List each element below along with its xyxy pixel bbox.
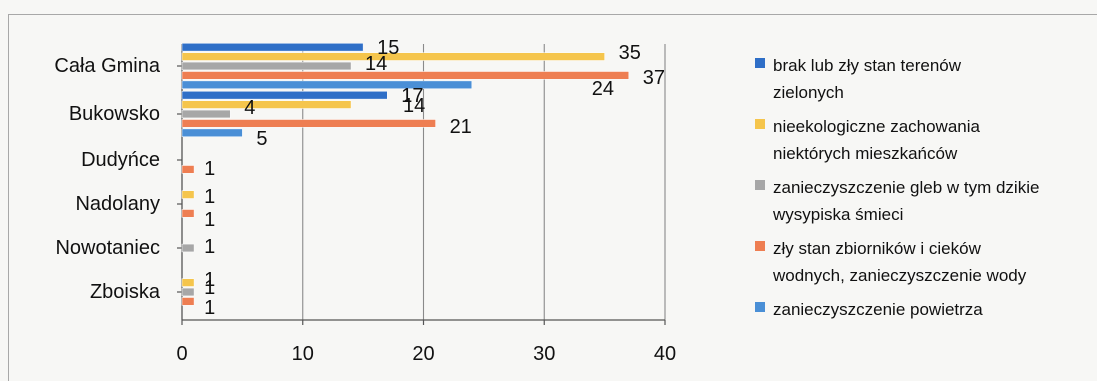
x-tick-label: 20 bbox=[412, 343, 435, 365]
data-label: 1 bbox=[204, 208, 216, 231]
bar bbox=[181, 165, 195, 174]
data-label: 1 bbox=[204, 268, 216, 291]
legend-label: zanieczyszczenie powietrza bbox=[773, 296, 983, 323]
legend-label-line: zanieczyszczenie powietrza bbox=[773, 300, 983, 319]
legend-label-line: zły stan zbiorników i cieków bbox=[773, 239, 981, 258]
legend-item: brak lub zły stan terenów zielonych bbox=[755, 52, 1085, 106]
legend-item: zły stan zbiorników i cieków wodnych, zan… bbox=[755, 235, 1085, 289]
category-label: Nowotaniec bbox=[55, 237, 160, 259]
x-tick-label: 10 bbox=[291, 343, 314, 365]
legend-swatch bbox=[755, 119, 765, 129]
bar bbox=[181, 243, 195, 253]
bar bbox=[181, 190, 195, 199]
data-label: 14 bbox=[403, 94, 426, 117]
category-label: Cała Gmina bbox=[54, 55, 160, 77]
data-label: 15 bbox=[377, 37, 400, 60]
bar bbox=[181, 128, 243, 137]
legend-label-line: niektórych mieszkańców bbox=[773, 144, 958, 163]
data-label: 1 bbox=[204, 277, 216, 300]
legend-label-line: zanieczyszczenie gleb w tym dzikie bbox=[773, 178, 1040, 197]
legend-label: zanieczyszczenie gleb w tym dzikie wysypi… bbox=[773, 174, 1039, 228]
legend-swatch bbox=[755, 180, 765, 190]
legend-label-line: wodnych, zanieczyszczenie wody bbox=[773, 266, 1027, 285]
bar bbox=[181, 61, 352, 71]
legend-item: zanieczyszczenie gleb w tym dzikie wysypi… bbox=[755, 174, 1085, 228]
bar bbox=[181, 43, 364, 52]
data-label: 14 bbox=[365, 53, 388, 76]
bar bbox=[181, 71, 630, 80]
legend-label-line: wysypiska śmieci bbox=[773, 205, 904, 224]
legend-item: zanieczyszczenie powietrza bbox=[755, 296, 1085, 323]
legend-item: nieekologiczne zachowania niektórych mies… bbox=[755, 113, 1085, 167]
data-label: 24 bbox=[591, 77, 615, 100]
x-tick-label: 40 bbox=[653, 343, 677, 365]
category-label: Nadolany bbox=[75, 193, 160, 215]
data-label: 37 bbox=[642, 66, 666, 89]
legend-label: brak lub zły stan terenów zielonych bbox=[773, 52, 961, 106]
data-label: 4 bbox=[244, 97, 256, 120]
bar bbox=[181, 209, 195, 218]
data-label: 5 bbox=[256, 127, 268, 150]
bar bbox=[181, 91, 388, 100]
bar bbox=[181, 80, 473, 89]
data-label: 1 bbox=[204, 296, 216, 319]
bar bbox=[181, 287, 195, 297]
category-label: Bukowsko bbox=[68, 103, 160, 125]
bar bbox=[181, 109, 231, 119]
bar bbox=[181, 278, 195, 287]
legend-label-line: brak lub zły stan terenów bbox=[773, 56, 962, 75]
x-tick-label: 30 bbox=[533, 343, 556, 365]
bar bbox=[181, 297, 195, 306]
legend: brak lub zły stan terenów zielonych nieeko… bbox=[755, 52, 1085, 330]
data-label: 1 bbox=[204, 185, 216, 208]
legend-label-line: zielonych bbox=[773, 83, 844, 102]
legend-swatch bbox=[755, 58, 765, 68]
data-label: 1 bbox=[204, 157, 216, 180]
bar bbox=[181, 119, 436, 128]
legend-label-line: nieekologiczne zachowania bbox=[773, 117, 980, 136]
x-tick-label: 0 bbox=[176, 343, 188, 365]
legend-swatch bbox=[755, 241, 765, 251]
data-label: 1 bbox=[204, 236, 216, 259]
legend-label: zły stan zbiorników i cieków wodnych, zan… bbox=[773, 235, 1026, 289]
bar bbox=[181, 52, 605, 61]
bar bbox=[181, 100, 352, 109]
legend-swatch bbox=[755, 302, 765, 312]
data-label: 21 bbox=[449, 115, 472, 138]
data-label: 35 bbox=[618, 41, 641, 64]
data-label: 17 bbox=[401, 85, 424, 108]
category-label: Dudyńce bbox=[81, 149, 160, 171]
legend-label: nieekologiczne zachowania niektórych mies… bbox=[773, 113, 980, 167]
category-label: Zboiska bbox=[89, 281, 160, 303]
